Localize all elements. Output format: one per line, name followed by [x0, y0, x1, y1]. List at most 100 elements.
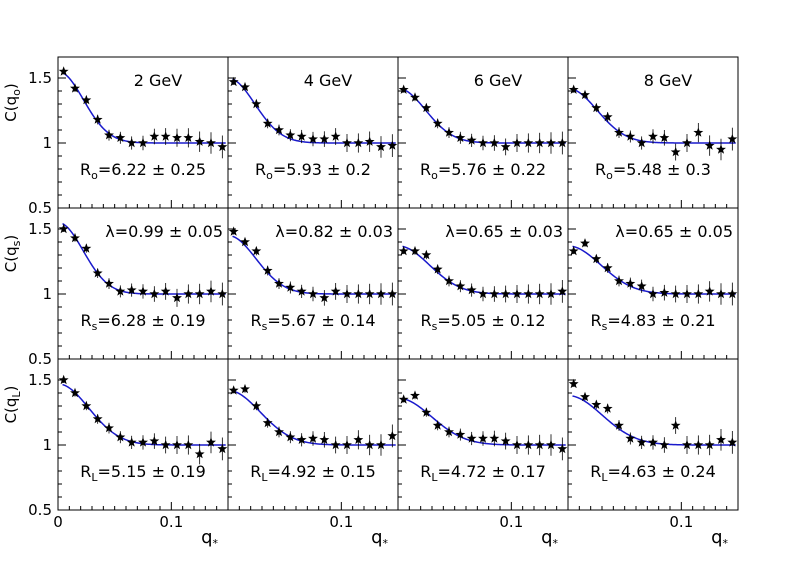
- data-point: [716, 434, 726, 445]
- data-point: [421, 407, 432, 417]
- data-point: [478, 137, 488, 148]
- data-point: [591, 253, 602, 264]
- data-point: [319, 434, 330, 445]
- y-axis-label: C(qo): [2, 83, 23, 121]
- data-point: [228, 385, 239, 395]
- data-point: [149, 131, 160, 141]
- fit-curve: [572, 88, 736, 144]
- data-point: [602, 403, 613, 413]
- fit-curve: [232, 235, 396, 295]
- data-point: [421, 102, 432, 113]
- data-point: [636, 281, 647, 291]
- data-point: [500, 288, 511, 299]
- data-point: [160, 286, 171, 296]
- data-point: [534, 288, 545, 299]
- radius-label: Ro=5.48 ± 0.3: [595, 160, 711, 182]
- data-point: [285, 130, 296, 140]
- data-point: [614, 275, 624, 286]
- data-point: [228, 226, 239, 236]
- fit-curve: [402, 88, 566, 144]
- data-point: [455, 429, 466, 439]
- data-point: [523, 439, 534, 450]
- data-point: [126, 437, 137, 447]
- data-point: [466, 284, 477, 295]
- data-point: [512, 439, 522, 450]
- data-point: [727, 133, 738, 144]
- data-point: [364, 136, 375, 146]
- radius-label: Rs=6.28 ± 0.19: [80, 311, 205, 333]
- data-point: [432, 420, 443, 430]
- data-point: [682, 137, 692, 148]
- data-point: [546, 439, 556, 450]
- data-point: [682, 288, 692, 299]
- data-point: [319, 133, 330, 144]
- data-point: [58, 223, 69, 234]
- data-point: [398, 394, 409, 404]
- data-point: [240, 81, 250, 92]
- data-point: [704, 286, 715, 296]
- data-point: [262, 265, 273, 275]
- data-point: [500, 435, 511, 446]
- data-point: [455, 132, 466, 143]
- lambda-label: λ=0.82 ± 0.03: [275, 222, 393, 241]
- data-point: [251, 245, 262, 256]
- energy-label: 6 GeV: [474, 71, 523, 90]
- data-point: [432, 264, 443, 274]
- data-point: [466, 135, 477, 145]
- data-point: [183, 288, 194, 299]
- data-point: [568, 84, 579, 94]
- data-point: [557, 137, 568, 148]
- y-tick-label: 1.5: [28, 371, 52, 389]
- data-point: [557, 286, 568, 296]
- data-point: [693, 127, 704, 137]
- data-point: [648, 437, 658, 447]
- data-point: [500, 141, 511, 152]
- data-point: [126, 137, 137, 148]
- data-point: [228, 76, 239, 87]
- data-point: [81, 400, 92, 411]
- data-point: [478, 288, 488, 299]
- data-point: [648, 131, 658, 141]
- data-point: [670, 146, 681, 157]
- data-point: [194, 288, 205, 299]
- data-point: [217, 443, 228, 454]
- data-point: [308, 433, 318, 443]
- radius-label: Rs=5.67 ± 0.14: [250, 311, 375, 333]
- data-point: [240, 236, 250, 247]
- data-point: [591, 102, 602, 113]
- data-point: [376, 141, 386, 152]
- data-point: [240, 383, 250, 394]
- radius-label: Ro=5.76 ± 0.22: [420, 160, 546, 182]
- data-point: [206, 137, 216, 148]
- y-tick-label: 1: [42, 285, 52, 303]
- panel-r2-c3: RL=4.63 ± 0.24: [567, 358, 739, 511]
- data-point: [81, 94, 92, 105]
- data-point: [716, 288, 726, 299]
- data-point: [194, 448, 205, 459]
- data-point: [478, 433, 488, 443]
- data-point: [183, 439, 194, 450]
- data-point: [342, 439, 352, 450]
- data-point: [285, 432, 296, 442]
- data-point: [81, 243, 92, 253]
- energy-label: 4 GeV: [304, 71, 353, 90]
- data-point: [296, 286, 307, 296]
- data-point: [70, 83, 80, 93]
- x-axis-label: q*: [371, 527, 388, 550]
- data-point: [115, 132, 126, 143]
- x-tick-label: 0.1: [499, 513, 523, 531]
- data-point: [104, 278, 114, 288]
- data-point: [194, 136, 205, 146]
- data-point: [160, 439, 171, 450]
- panel-r0-c2: 6 GeV Ro=5.76 ± 0.22: [397, 56, 569, 209]
- data-point: [58, 66, 69, 76]
- data-point: [172, 132, 182, 143]
- panel-frame: [567, 358, 739, 511]
- data-point: [387, 140, 398, 150]
- data-point: [376, 439, 386, 450]
- data-point: [330, 286, 341, 296]
- radius-label: Rs=4.83 ± 0.21: [590, 311, 715, 333]
- data-point: [455, 281, 466, 291]
- data-point: [602, 262, 613, 273]
